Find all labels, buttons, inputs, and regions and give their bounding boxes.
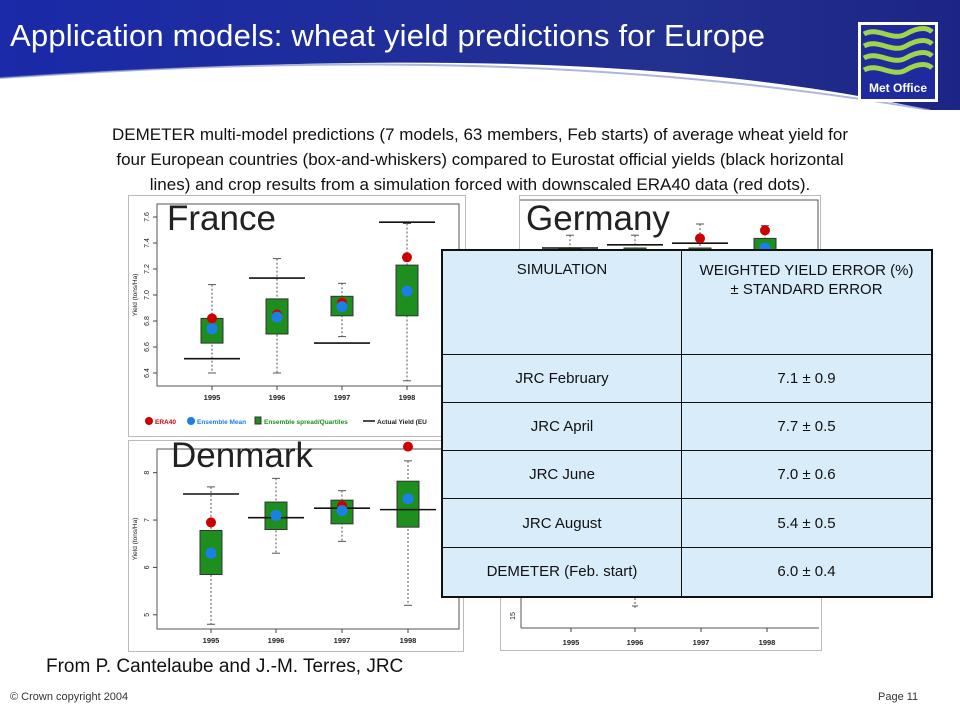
y-tick-label: 7.2	[144, 264, 151, 274]
x-tick-label: 1998	[759, 638, 776, 647]
x-tick-label: 1995	[204, 393, 221, 402]
legend-spread-marker	[254, 416, 262, 425]
chart-title: Germany	[526, 199, 670, 238]
bottom-right-axis: 15 1995 1996 1997 1998	[500, 598, 822, 651]
era40-dot-1998	[402, 252, 412, 263]
copyright: © Crown copyright 2004	[10, 691, 129, 703]
y-tick-label: 7.0	[144, 290, 151, 300]
table-header-error: WEIGHTED YIELD ERROR (%) ± STANDARD ERRO…	[681, 249, 933, 355]
table-cell-simulation: JRC February	[441, 353, 682, 403]
y-tick-label: 5	[144, 613, 151, 617]
chart-title: Denmark	[171, 441, 313, 475]
era40-dot-1998	[403, 441, 413, 452]
ensemble-mean-dot-1998	[401, 285, 413, 297]
x-tick-label: 1998	[400, 636, 417, 645]
y-tick-label: 7.4	[144, 238, 151, 248]
table-cell-error: 5.4 ± 0.5	[681, 498, 933, 548]
caption-line: four European countries (box-and-whisker…	[116, 150, 844, 169]
y-tick-label: 8	[144, 471, 151, 475]
slide-title: Application models: wheat yield predicti…	[10, 18, 766, 53]
x-tick-label: 1996	[268, 636, 285, 645]
y-tick-label: 6.8	[144, 316, 151, 326]
plot-frame	[520, 199, 819, 252]
x-tick-label: 1998	[399, 393, 416, 402]
ensemble-mean-dot-1997	[336, 301, 348, 313]
x-tick-label: 1996	[269, 393, 286, 402]
table-cell-error: 6.0 ± 0.4	[681, 546, 933, 598]
x-tick-label: 1996	[627, 638, 644, 647]
caption-line: DEMETER multi-model predictions (7 model…	[112, 125, 848, 144]
caption-line: lines) and crop results from a simulatio…	[149, 175, 811, 194]
x-tick-label: 1995	[203, 636, 220, 645]
x-tick-label: 1997	[693, 638, 710, 647]
source-credit: From P. Cantelaube and J.-M. Terres, JRC	[46, 656, 404, 677]
logo-text: Met Office	[869, 81, 927, 95]
table-header-error-line1: WEIGHTED YIELD ERROR (%)	[699, 262, 914, 279]
era40-dot-1995	[207, 313, 217, 324]
legend-mean-label: Ensemble Mean	[197, 419, 246, 426]
page-number: Page 11	[878, 691, 919, 703]
ensemble-mean-dot-1997	[336, 505, 348, 517]
caption: DEMETER multi-model predictions (7 model…	[10, 122, 950, 197]
y-axis-label: Yield (tons/Ha)	[132, 518, 139, 561]
ensemble-mean-dot-1998	[402, 493, 414, 505]
x-tick-label: 1995	[563, 638, 580, 647]
y-tick-label: 6	[144, 565, 151, 569]
legend-mean-marker	[187, 417, 195, 425]
legend-era40-marker	[145, 417, 153, 425]
era40-dot-1997	[695, 233, 705, 244]
y-tick-label: 15	[510, 612, 517, 620]
met-office-logo: Met Office	[858, 22, 938, 102]
table-cell-simulation: DEMETER (Feb. start)	[441, 546, 682, 598]
header-banner	[0, 0, 960, 110]
y-tick-label: 6.6	[144, 342, 151, 352]
yield-error-table: SIMULATION WEIGHTED YIELD ERROR (%) ± ST…	[441, 249, 933, 598]
era40-dot-1995	[206, 517, 216, 528]
table-cell-error: 7.0 ± 0.6	[681, 450, 933, 500]
france-chart: 6.4 6.6 6.8 7.0 7.2 7.4 7.6 Yield (tons/Ha) 1995…	[128, 195, 466, 437]
y-tick-label: 7	[144, 518, 151, 522]
denmark-chart: 5 6 7 8 Yield (tons/Ha) 1995 1996 1997 1998 Denma…	[128, 440, 464, 652]
table-header-error-line2: ± STANDARD ERROR	[730, 281, 883, 298]
era40-dot-1998	[760, 225, 770, 236]
ensemble-mean-dot-1996	[270, 509, 282, 521]
table-cell-error: 7.1 ± 0.9	[681, 353, 933, 403]
table-cell-simulation: JRC June	[441, 450, 682, 500]
table-header-simulation: SIMULATION	[441, 249, 682, 355]
germany-chart: 7.4Germany	[519, 195, 821, 252]
ensemble-mean-dot-1995	[205, 547, 217, 559]
y-axis-label: Yield (tons/Ha)	[132, 274, 139, 317]
y-tick-label: 6.4	[144, 368, 151, 378]
table-cell-error: 7.7 ± 0.5	[681, 401, 933, 452]
table-cell-simulation: JRC August	[441, 498, 682, 548]
table-cell-simulation: JRC April	[441, 401, 682, 452]
ensemble-mean-dot-1995	[206, 323, 218, 335]
legend-spread-label: Ensemble spread/Quartiles	[264, 419, 348, 426]
x-tick-label: 1997	[334, 393, 351, 402]
legend-actual-label: Actual Yield (EU	[377, 419, 427, 426]
legend-era40-label: ERA40	[155, 419, 176, 426]
y-tick-label: 7.6	[144, 212, 151, 222]
chart-title: France	[167, 199, 276, 238]
ensemble-mean-dot-1996	[271, 311, 283, 323]
x-tick-label: 1997	[334, 636, 351, 645]
